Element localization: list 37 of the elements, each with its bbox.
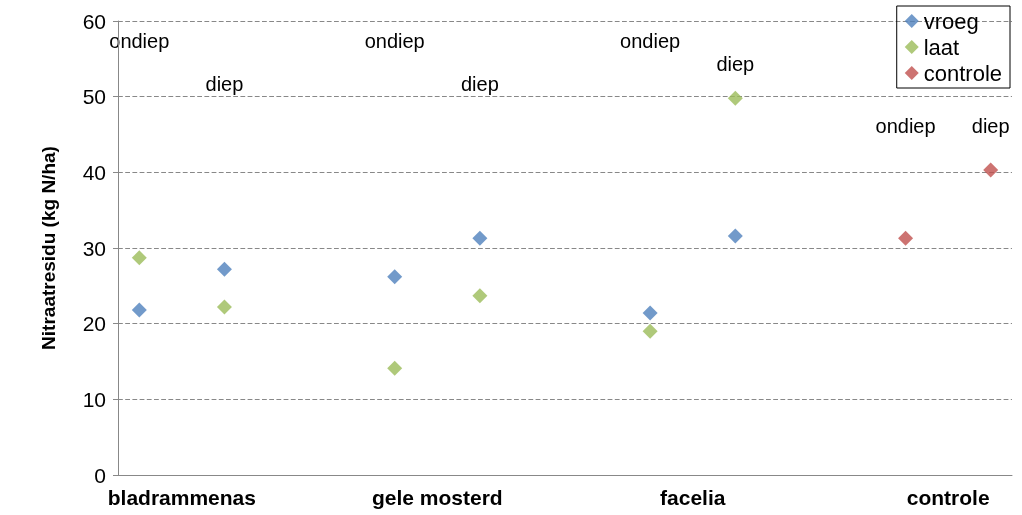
point (727, 90, 743, 106)
y-tick-label: 20 (82, 312, 106, 336)
annotation: ondiep (620, 30, 681, 52)
y-tick-label: 40 (82, 160, 106, 184)
annotation: diep (716, 53, 755, 75)
legend-label: laat (923, 34, 960, 60)
point (216, 261, 232, 277)
x-tick-label: bladrammenas (107, 486, 256, 509)
y-tick-label: 30 (82, 236, 106, 260)
point (472, 288, 488, 304)
annotation: ondiep (875, 115, 936, 137)
x-tick-label: facelia (660, 486, 726, 509)
y-tick-label: 60 (82, 9, 106, 33)
annotation: ondiep (109, 30, 170, 52)
annotation: diep (971, 115, 1010, 137)
point (642, 305, 658, 321)
legend-label: vroeg (923, 8, 979, 34)
y-tick-label: 10 (82, 387, 106, 411)
annotation: diep (460, 73, 499, 95)
legend-label: controle (923, 60, 1003, 86)
x-tick-label: gele mosterd (371, 486, 503, 509)
annotation: diep (205, 73, 244, 95)
point (131, 250, 147, 266)
point (131, 302, 147, 318)
point (727, 228, 743, 244)
point (387, 360, 403, 376)
point (898, 230, 914, 246)
annotation: ondiep (364, 30, 425, 52)
x-tick-label: controle (906, 486, 990, 509)
point (216, 299, 232, 315)
point (983, 162, 999, 178)
y-axis-title: Nitraatresidu (kg N/ha) (38, 146, 59, 350)
y-tick-label: 50 (82, 85, 106, 109)
point (387, 269, 403, 285)
point (472, 230, 488, 246)
y-tick-label: 0 (94, 463, 106, 487)
point (642, 323, 658, 339)
